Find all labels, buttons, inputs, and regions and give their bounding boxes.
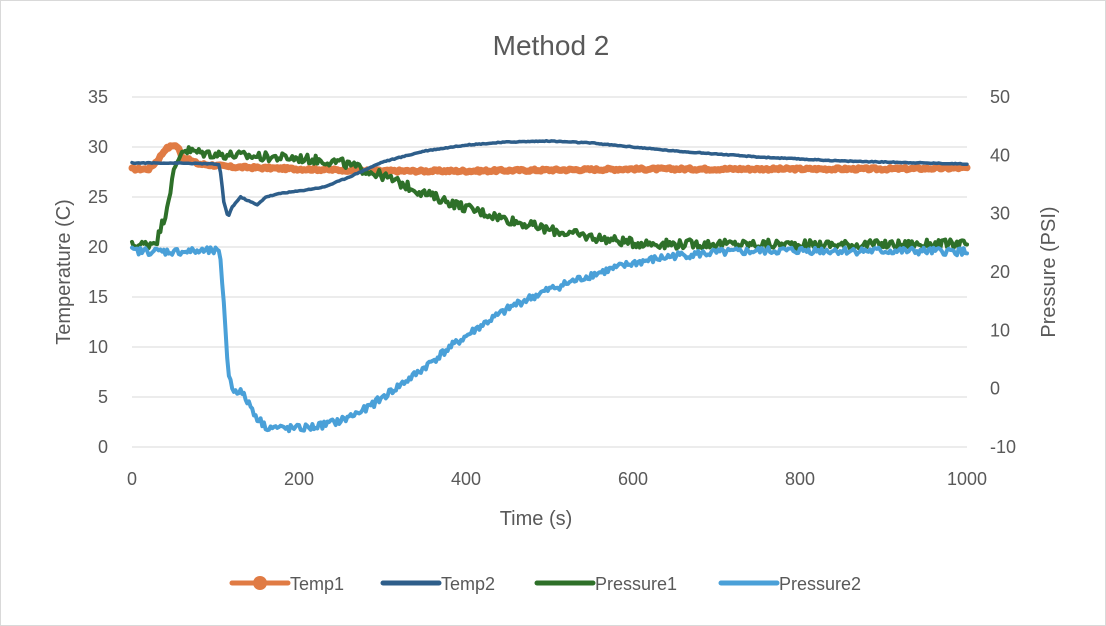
legend-label-pressure2: Pressure2 [779, 574, 861, 594]
y-tick-label: 0 [98, 437, 108, 457]
y-tick-label: 5 [98, 387, 108, 407]
y2-tick-label: 20 [990, 262, 1010, 282]
y2-tick-label: 30 [990, 204, 1010, 224]
y-tick-label: 35 [88, 87, 108, 107]
legend: Temp1 Temp2 Pressure1 Pressure2 [229, 574, 861, 594]
y-tick-label: 20 [88, 237, 108, 257]
y2-tick-label: -10 [990, 437, 1016, 457]
x-tick-label: 0 [127, 469, 137, 489]
x-tick-label: 200 [284, 469, 314, 489]
legend-label-pressure1: Pressure1 [595, 574, 677, 594]
chart-title: Method 2 [493, 30, 610, 61]
y2-tick-label: 0 [990, 379, 1000, 399]
x-tick-label: 800 [785, 469, 815, 489]
y-tick-label: 25 [88, 187, 108, 207]
y-axis-title: Temperature (C) [53, 199, 75, 345]
x-tick-label: 400 [451, 469, 481, 489]
y2-tick-label: 10 [990, 320, 1010, 340]
y2-axis-title: Pressure (PSI) [1038, 206, 1060, 337]
y-tick-label: 30 [88, 137, 108, 157]
series-layer [128, 138, 971, 434]
series-line-pressure1 [130, 145, 969, 252]
x-axis-title: Time (s) [500, 508, 573, 530]
series-line-temp1 [128, 142, 971, 176]
series-line-temp2 [130, 138, 969, 217]
series-line-pressure2 [130, 245, 969, 434]
y-tick-label: 15 [88, 287, 108, 307]
legend-marker-temp1 [253, 576, 267, 590]
tick-labels: 0 5 10 15 20 25 30 35 -10 0 10 20 30 40 50 0 200 400 600 80… [88, 87, 1016, 489]
y-tick-label: 10 [88, 337, 108, 357]
x-tick-label: 1000 [947, 469, 987, 489]
legend-label-temp2: Temp2 [441, 574, 495, 594]
legend-label-temp1: Temp1 [290, 574, 344, 594]
y2-tick-label: 50 [990, 87, 1010, 107]
x-tick-label: 600 [618, 469, 648, 489]
gridlines [132, 96, 967, 448]
y2-tick-label: 40 [990, 145, 1010, 165]
